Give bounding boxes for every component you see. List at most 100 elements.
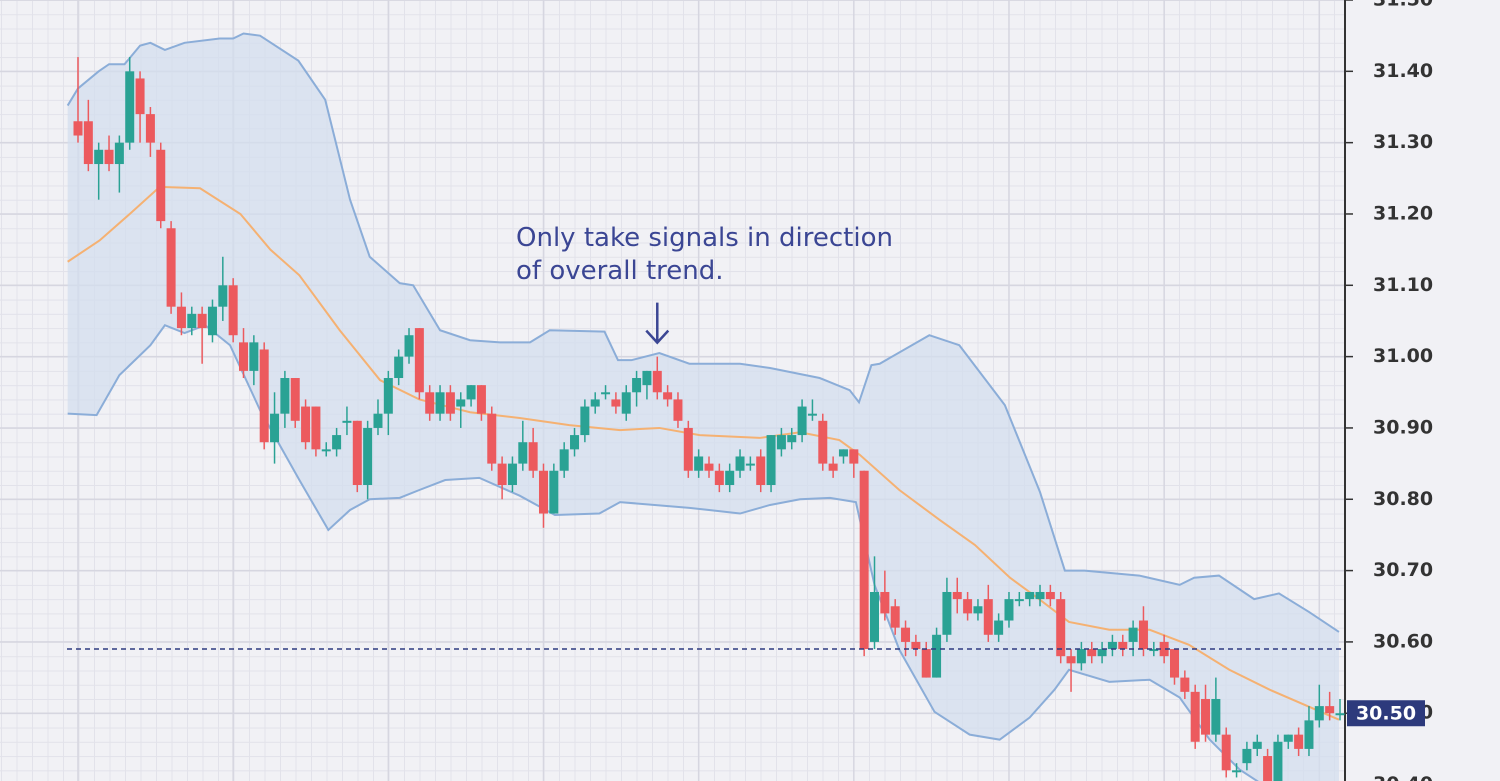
candle-body xyxy=(580,406,590,436)
candle-body xyxy=(849,449,859,464)
candle-body xyxy=(414,328,424,393)
candle-body xyxy=(1025,591,1035,600)
candle-body xyxy=(745,463,755,466)
candle-body xyxy=(135,78,145,115)
candle-body xyxy=(1097,649,1107,657)
candle-body xyxy=(166,228,176,307)
candle-body xyxy=(1128,627,1138,642)
candle-body xyxy=(870,591,880,642)
candle-body xyxy=(890,606,900,628)
candle-body xyxy=(125,71,135,143)
candle-body xyxy=(1087,649,1097,657)
candle-body xyxy=(497,463,507,486)
candle-body xyxy=(435,392,445,414)
candle-body xyxy=(332,435,342,450)
candle-body xyxy=(797,406,807,436)
candle-body xyxy=(601,392,611,395)
candle-body xyxy=(321,449,331,452)
candle-body xyxy=(1190,691,1200,742)
candle-body xyxy=(570,435,580,450)
candle-body xyxy=(901,627,911,642)
y-tick-label: 31.20 xyxy=(1373,202,1433,224)
candle-body xyxy=(1056,599,1066,657)
candle-body xyxy=(197,313,207,329)
candle-body xyxy=(1283,734,1293,742)
candle-body xyxy=(249,342,259,371)
y-tick-label: 30.70 xyxy=(1373,559,1433,581)
candle-body xyxy=(714,470,724,486)
candle-body xyxy=(952,591,962,600)
candle-body xyxy=(1325,706,1335,714)
candle-body xyxy=(156,149,166,222)
candle-body xyxy=(104,149,114,165)
candle-body xyxy=(694,456,704,471)
candle-body xyxy=(1304,720,1314,749)
candle-body xyxy=(1263,756,1273,781)
candle-body xyxy=(187,313,197,329)
candle-body xyxy=(1211,698,1221,735)
candle-body xyxy=(1107,641,1117,650)
candle-body xyxy=(518,442,528,464)
candle-body xyxy=(1035,591,1045,600)
annotation-arrow xyxy=(645,302,670,345)
candle-body xyxy=(1252,741,1262,749)
candle-body xyxy=(259,349,269,443)
candle-body xyxy=(466,385,476,400)
candle-body xyxy=(487,413,497,464)
candle-body xyxy=(145,114,155,143)
candle-body xyxy=(766,435,776,486)
candle-body xyxy=(973,606,983,614)
candle-body xyxy=(1045,591,1055,600)
candle-body xyxy=(756,456,766,486)
candle-body xyxy=(1004,599,1014,621)
candle-body xyxy=(342,420,352,423)
candle-body xyxy=(549,470,559,514)
candle-body xyxy=(538,470,548,514)
candle-body xyxy=(735,456,745,471)
band-area xyxy=(67,33,1339,781)
candle-body xyxy=(207,306,217,336)
candle-body xyxy=(383,378,393,414)
candle-body xyxy=(807,413,817,416)
candle-body xyxy=(373,413,383,428)
candle-body xyxy=(859,470,869,650)
candle-body xyxy=(983,599,993,635)
candle-body xyxy=(1159,641,1169,657)
y-tick-label: 31.30 xyxy=(1373,131,1433,153)
candle-body xyxy=(1066,656,1076,664)
candle-body xyxy=(1076,649,1086,664)
candle-body xyxy=(1242,748,1252,764)
y-tick-label: 31.40 xyxy=(1373,60,1433,82)
candle-body xyxy=(445,392,455,414)
axis-background xyxy=(1345,0,1500,781)
candle-body xyxy=(425,392,435,414)
candle-body xyxy=(1314,706,1324,721)
candle-body xyxy=(725,470,735,486)
candle-body xyxy=(663,392,673,400)
candle-body xyxy=(776,435,786,450)
upper-band-line xyxy=(66,32,1340,633)
candle-body xyxy=(404,335,414,357)
candle-body xyxy=(673,399,683,421)
candle-body xyxy=(94,149,104,165)
candle-body xyxy=(880,591,890,614)
candle-body xyxy=(290,378,300,421)
candle-body xyxy=(239,342,249,371)
candle-body xyxy=(1221,734,1231,771)
y-tick-label: 31.00 xyxy=(1373,345,1433,367)
candle-body xyxy=(280,378,290,414)
candle-body xyxy=(1138,620,1148,650)
candle-body xyxy=(1118,641,1128,650)
candle-body xyxy=(528,442,538,471)
candle-body xyxy=(559,449,569,471)
y-tick-label: 31.10 xyxy=(1373,274,1433,296)
y-tick-label: 30.80 xyxy=(1373,488,1433,510)
candle-body xyxy=(352,420,362,486)
annotation-text: Only take signals in direction xyxy=(516,223,893,253)
candle-body xyxy=(911,641,921,650)
candle-body xyxy=(176,306,186,329)
y-tick-label: 30.40 xyxy=(1373,773,1433,781)
candle-body xyxy=(476,385,486,414)
candle-body xyxy=(838,449,848,457)
